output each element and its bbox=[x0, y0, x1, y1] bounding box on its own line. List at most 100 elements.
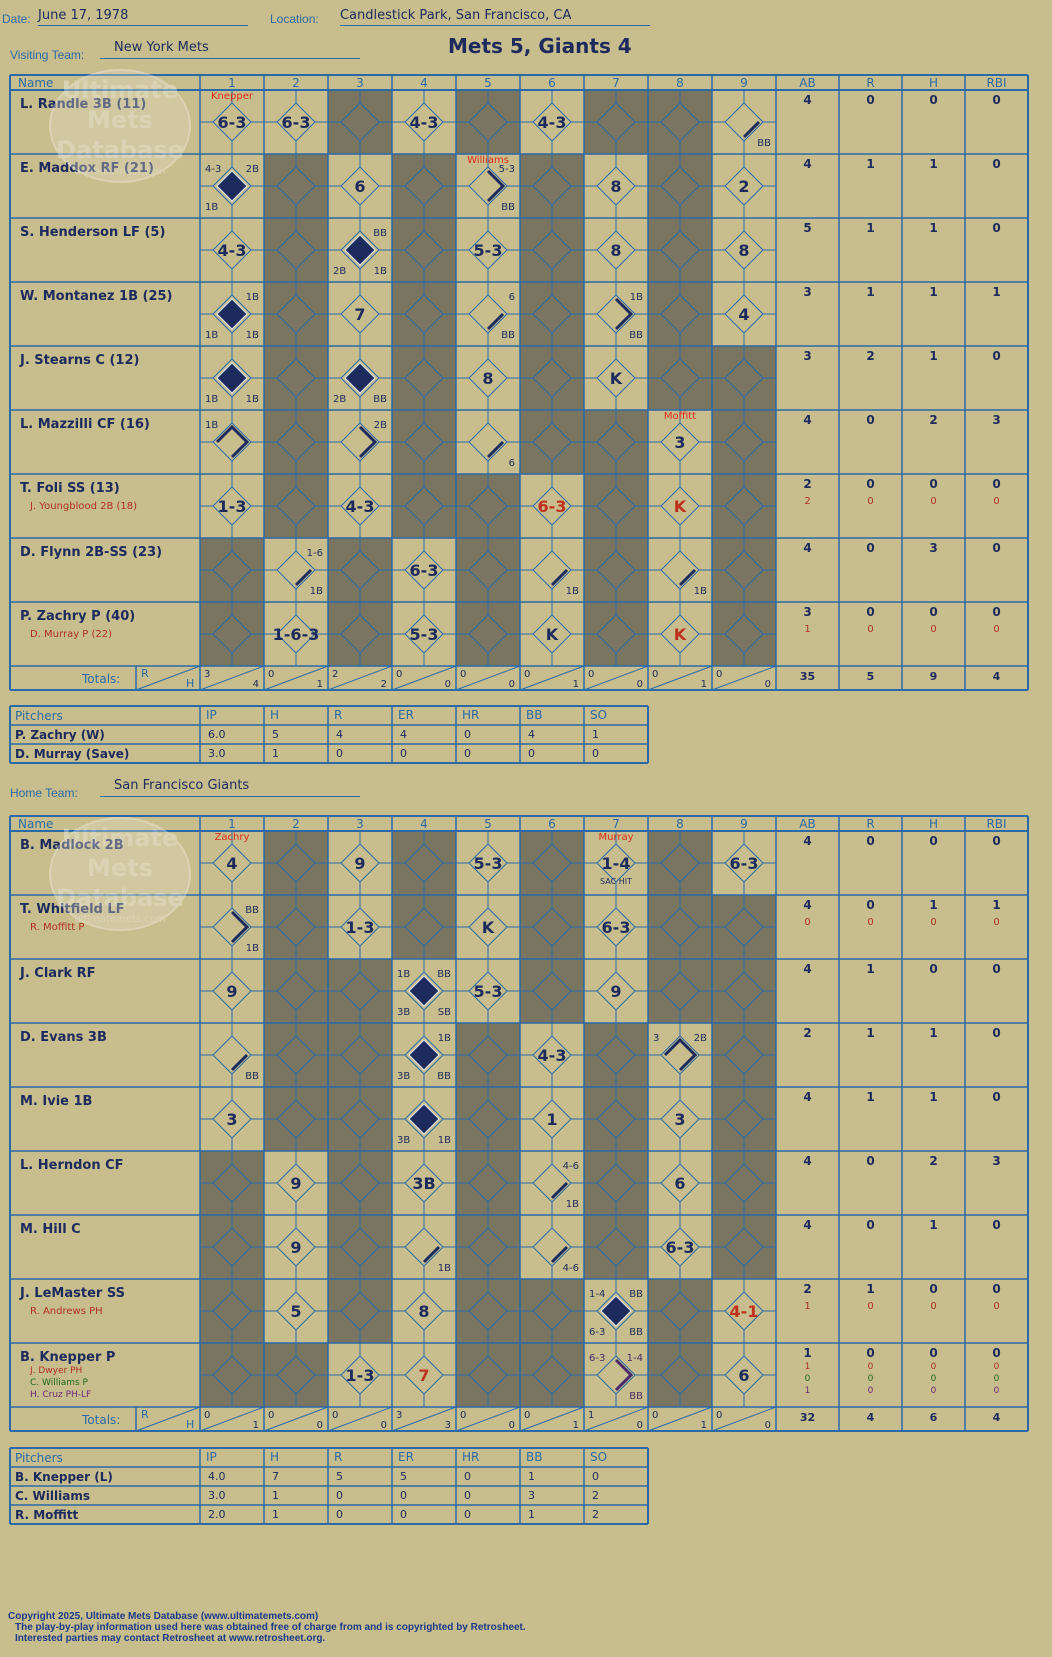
play-result: K bbox=[610, 369, 623, 388]
play-cell: K bbox=[648, 602, 712, 666]
player-stat: 0 bbox=[866, 477, 874, 491]
play-cell bbox=[584, 474, 648, 538]
play-cell bbox=[712, 959, 776, 1023]
inning-total-slash bbox=[647, 1406, 713, 1432]
play-cell: 2B bbox=[328, 410, 392, 474]
play-result: 4-1 bbox=[730, 1302, 759, 1321]
inning-header-6: 6 bbox=[548, 817, 556, 831]
inning-header-3: 3 bbox=[356, 76, 364, 90]
play-result: 9 bbox=[354, 854, 365, 873]
play-result: K bbox=[674, 625, 687, 644]
inning-hits: 0 bbox=[765, 679, 771, 690]
play-result: 5 bbox=[290, 1302, 301, 1321]
pitchers-header: Pitchers bbox=[15, 1451, 63, 1465]
player-stat: 1 bbox=[992, 285, 1000, 299]
player-stat: 1 bbox=[803, 1346, 811, 1360]
play-cell: 1-3 bbox=[328, 895, 392, 959]
play-cell: 8 bbox=[712, 218, 776, 282]
inning-header-3: 3 bbox=[356, 817, 364, 831]
play-cell: 1B bbox=[520, 538, 584, 602]
player-name: B. Knepper P bbox=[20, 1350, 115, 1365]
stat-header-r: R bbox=[866, 76, 874, 90]
watermark-ellipse bbox=[49, 817, 191, 931]
play-cell bbox=[584, 602, 648, 666]
inning-runs: 0 bbox=[268, 1410, 274, 1421]
play-cell: 8 bbox=[456, 346, 520, 410]
player-name: B. Madlock 2B bbox=[20, 838, 124, 853]
play-cell bbox=[392, 154, 456, 218]
substitute-stat: 0 bbox=[867, 1301, 873, 1312]
player-name: P. Zachry P (40) bbox=[20, 609, 135, 624]
watermark-text: Ultimate bbox=[62, 824, 178, 852]
base-path bbox=[230, 910, 250, 944]
play-cell: 6-3 bbox=[520, 474, 584, 538]
substitute-stat: 0 bbox=[868, 1386, 874, 1396]
play-cell: BB bbox=[200, 1023, 264, 1087]
play-result: 4-3 bbox=[410, 113, 439, 132]
inning-hits: 0 bbox=[445, 679, 451, 690]
base-path bbox=[294, 568, 313, 587]
inning-runs: 0 bbox=[524, 1410, 530, 1421]
player-stat: 1 bbox=[866, 221, 874, 235]
pitcher-stat: 3.0 bbox=[208, 1489, 226, 1502]
play-note-bottom-left: 6-3 bbox=[589, 1327, 605, 1338]
play-cell: 8 bbox=[392, 1279, 456, 1343]
player-stat: 0 bbox=[992, 157, 1000, 171]
player-stat: 1 bbox=[929, 285, 937, 299]
play-note-top-left: 1-4 bbox=[589, 1289, 605, 1300]
run-scored-diamond bbox=[344, 234, 376, 266]
player-name: S. Henderson LF (5) bbox=[20, 225, 165, 240]
inning-total-slash bbox=[583, 665, 649, 691]
substitute-stat: 1 bbox=[804, 624, 810, 635]
play-result: 9 bbox=[290, 1238, 301, 1257]
play-cell bbox=[456, 90, 520, 154]
play-cell: 6-3 1-4 BB bbox=[584, 1343, 648, 1407]
inning-header-8: 8 bbox=[676, 76, 684, 90]
inning-runs: 0 bbox=[268, 669, 274, 680]
play-cell bbox=[392, 474, 456, 538]
player-stat: 2 bbox=[803, 1282, 811, 1296]
play-cell bbox=[264, 959, 328, 1023]
play-cell: 7 bbox=[328, 282, 392, 346]
pitcher-stat: 5 bbox=[400, 1470, 407, 1483]
substitute-stat: 0 bbox=[993, 1301, 999, 1312]
play-note-top-left: 1B bbox=[397, 969, 410, 980]
run-scored-diamond bbox=[344, 362, 376, 394]
totals-h-label: H bbox=[186, 1418, 194, 1431]
substitute-name: C. Williams P bbox=[30, 1378, 89, 1388]
home-team-label: Home Team: bbox=[10, 786, 78, 800]
player-stat: 0 bbox=[929, 93, 937, 107]
play-cell: 4-3 bbox=[200, 218, 264, 282]
player-stat: 0 bbox=[992, 605, 1000, 619]
player-stat: 0 bbox=[866, 93, 874, 107]
pitch-stat-header: BB bbox=[526, 708, 542, 722]
inning-total-slash bbox=[647, 665, 713, 691]
player-stat: 4 bbox=[803, 157, 811, 171]
play-result: 3 bbox=[674, 1110, 685, 1129]
play-note-bottom-right: BB bbox=[245, 1071, 259, 1082]
play-cell: 2 bbox=[712, 154, 776, 218]
play-note-bottom-right: 1B bbox=[566, 1199, 579, 1210]
play-cell: 4-3 bbox=[328, 474, 392, 538]
play-note-top-left: 3 bbox=[653, 1033, 659, 1044]
player-stat: 0 bbox=[992, 1090, 1000, 1104]
play-cell: K bbox=[584, 346, 648, 410]
stat-header-h: H bbox=[929, 817, 938, 831]
play-result: 9 bbox=[290, 1174, 301, 1193]
play-cell: 6 bbox=[456, 410, 520, 474]
play-cell bbox=[648, 1279, 712, 1343]
player-stat: 0 bbox=[929, 477, 937, 491]
play-cell bbox=[648, 346, 712, 410]
play-cell bbox=[328, 1087, 392, 1151]
play-cell bbox=[520, 959, 584, 1023]
pitcher-stat: 0 bbox=[336, 1508, 343, 1521]
player-name: D. Flynn 2B-SS (23) bbox=[20, 545, 162, 560]
pitcher-stat: 1 bbox=[528, 1470, 535, 1483]
play-cell bbox=[648, 959, 712, 1023]
play-cell: BB 2B 1B bbox=[328, 218, 392, 282]
play-cell bbox=[584, 90, 648, 154]
play-cell bbox=[712, 1023, 776, 1087]
play-cell: 5-3 bbox=[392, 602, 456, 666]
